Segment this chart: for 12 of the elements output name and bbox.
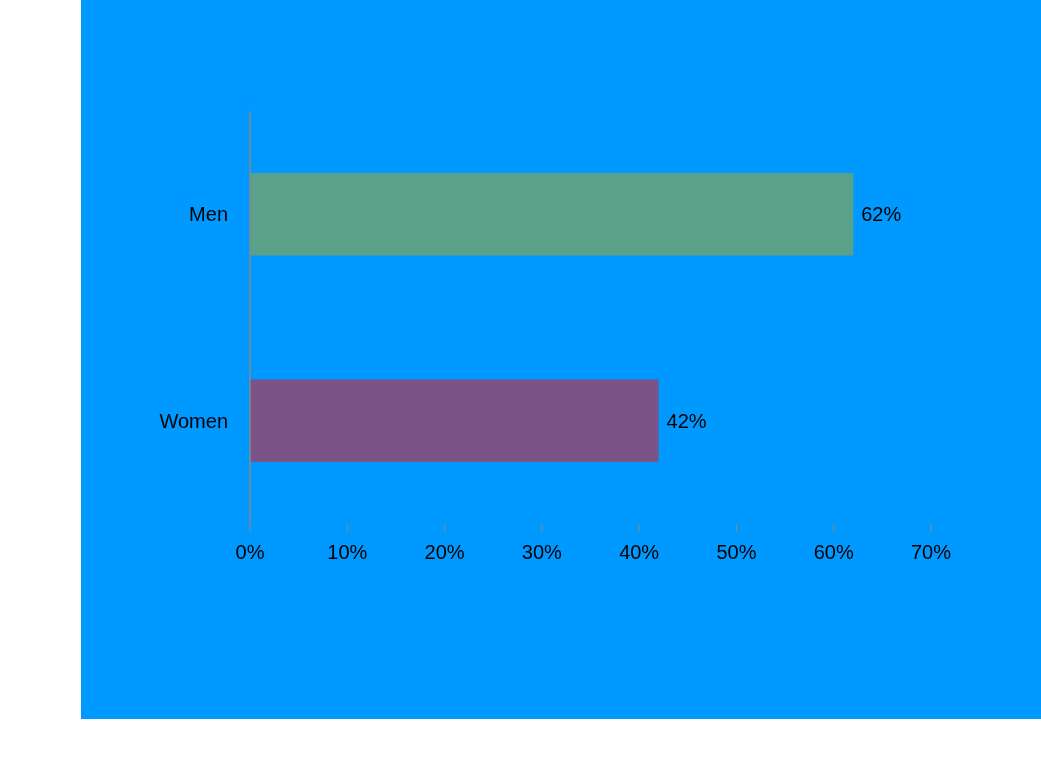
x-tick-label: 60% — [813, 541, 854, 563]
x-tick-label: 50% — [716, 541, 757, 563]
x-tick-label: 30% — [521, 541, 563, 563]
data-label: 42% — [666, 409, 707, 432]
data-label: 62% — [861, 203, 902, 226]
x-tick-label: 0% — [235, 541, 265, 563]
y-tick-label: Women — [159, 409, 228, 432]
x-tick-label: 70% — [910, 541, 952, 563]
x-tick-label: 20% — [424, 541, 465, 563]
x-tick-label: 10% — [327, 541, 368, 563]
y-tick-label: Men — [189, 203, 228, 226]
x-tick-label: 40% — [619, 541, 660, 563]
